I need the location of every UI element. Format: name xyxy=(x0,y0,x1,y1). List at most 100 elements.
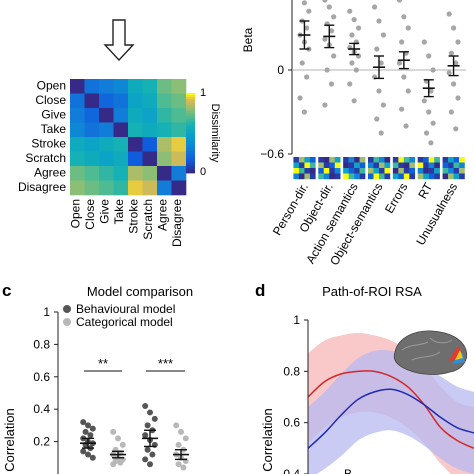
model-comparison-data-point xyxy=(117,459,124,466)
beta-y-tick-label: 0 xyxy=(277,63,284,77)
colorbar-segment xyxy=(186,171,195,174)
colorbar-segment xyxy=(186,167,195,170)
heatmap-cell xyxy=(142,108,158,123)
model-comparison-data-point xyxy=(151,415,158,422)
heatmap-cell xyxy=(128,108,143,123)
model-comparison-data-point xyxy=(173,422,180,429)
model-comparison-data-point xyxy=(178,428,184,435)
colorbar-segment xyxy=(186,119,195,122)
beta-data-point xyxy=(396,0,403,3)
heatmap-cell xyxy=(113,166,129,181)
heatmap-cell xyxy=(113,137,129,152)
heatmap-cell xyxy=(113,122,129,138)
beta-data-point xyxy=(421,39,427,45)
heatmap-cell xyxy=(157,151,172,167)
heatmap-cell xyxy=(70,122,85,138)
beta-data-point xyxy=(349,32,355,38)
beta-data-point xyxy=(430,67,436,73)
beta-category-label: RT xyxy=(415,180,435,201)
rsa-y-tick-label: 0.4 xyxy=(283,467,300,474)
colorbar-segment xyxy=(186,149,195,152)
colorbar-segment xyxy=(186,129,195,132)
heatmap-cell xyxy=(70,180,85,196)
beta-data-point xyxy=(423,130,430,136)
model-comparison-data-point xyxy=(119,441,126,448)
colorbar-min-label: 0 xyxy=(200,166,206,178)
rsa-y-tick-label: 0.8 xyxy=(283,364,300,378)
beta-data-point xyxy=(301,0,308,6)
heatmap-cell xyxy=(84,166,100,181)
beta-data-point xyxy=(322,102,328,108)
heatmap-cell xyxy=(70,166,85,181)
rsa-y-axis-label: Correlation xyxy=(260,408,275,472)
legend-marker xyxy=(63,305,71,313)
colorbar-segment xyxy=(186,109,195,112)
rsa-title: Path-of-ROI RSA xyxy=(322,284,422,299)
heatmap-cell xyxy=(70,137,85,152)
heatmap-column-label: Stroke xyxy=(126,199,140,234)
heatmap-column-label: Disagree xyxy=(170,199,184,247)
colorbar-segment xyxy=(186,141,195,144)
heatmap-cell xyxy=(70,79,85,94)
beta-data-point xyxy=(399,39,405,45)
heatmap-cell xyxy=(142,137,158,152)
beta-data-point xyxy=(326,4,332,10)
beta-data-point xyxy=(301,109,308,115)
beta-data-point xyxy=(401,74,407,80)
colorbar-segment xyxy=(186,95,195,98)
model-comparison-data-point xyxy=(80,448,87,455)
beta-data-point xyxy=(299,60,305,66)
significance-stars: *** xyxy=(158,356,173,371)
legend-label: Behavioural model xyxy=(76,302,175,316)
heatmap-cell xyxy=(142,79,158,94)
colorbar-label: Dissimilarity xyxy=(209,104,221,163)
heatmap-cell xyxy=(128,93,143,109)
beta-data-point xyxy=(399,106,405,112)
model-comparison-y-tick-label: 0.2 xyxy=(33,435,50,449)
colorbar-segment xyxy=(186,131,195,134)
model-matrix-icon xyxy=(368,157,391,180)
model-comparison-data-point xyxy=(144,422,151,429)
rsa-y-tick-label: 0.6 xyxy=(283,416,300,430)
colorbar-segment xyxy=(186,147,195,150)
heatmap-cell xyxy=(113,108,129,123)
beta-data-point xyxy=(297,95,303,101)
beta-data-point xyxy=(428,140,434,146)
model-comparison-data-point xyxy=(182,435,189,442)
heatmap-cell xyxy=(157,122,172,138)
beta-data-point xyxy=(380,102,386,108)
colorbar-segment xyxy=(186,161,195,164)
model-comparison-y-tick-label: 0.8 xyxy=(33,337,50,351)
model-comparison-data-point xyxy=(110,461,117,468)
colorbar-segment xyxy=(186,151,195,154)
beta-y-axis-label: Beta xyxy=(241,27,255,52)
beta-data-point xyxy=(374,46,380,52)
colorbar-segment xyxy=(186,103,195,106)
beta-data-point xyxy=(405,25,411,31)
beta-data-point xyxy=(421,98,427,104)
heatmap-cell xyxy=(128,79,143,94)
colorbar-segment xyxy=(186,125,195,128)
beta-data-point xyxy=(450,81,457,87)
heatmap-cell xyxy=(142,166,158,181)
path-of-roi-rsa-plot: Path-of-ROI RSA 1 0.8 0.6 0.4 Correlation B xyxy=(260,284,474,474)
beta-data-point xyxy=(446,11,452,17)
beta-data-point xyxy=(428,88,434,94)
beta-data-point xyxy=(426,109,432,115)
heatmap-cell xyxy=(113,180,129,196)
heatmap-cell xyxy=(99,79,114,94)
colorbar-segment xyxy=(186,153,195,156)
beta-data-point xyxy=(378,60,384,66)
beta-data-point xyxy=(446,70,452,76)
beta-data-point xyxy=(448,50,454,56)
beta-data-point xyxy=(349,60,355,66)
beta-data-point xyxy=(351,17,357,23)
model-comparison-data-point xyxy=(115,435,121,442)
brain-icon xyxy=(393,330,468,375)
colorbar-segment xyxy=(186,117,195,120)
colorbar-segment xyxy=(186,157,195,160)
beta-data-point xyxy=(353,67,359,73)
model-comparison-data-point xyxy=(82,428,89,435)
colorbar-segment xyxy=(186,143,195,146)
